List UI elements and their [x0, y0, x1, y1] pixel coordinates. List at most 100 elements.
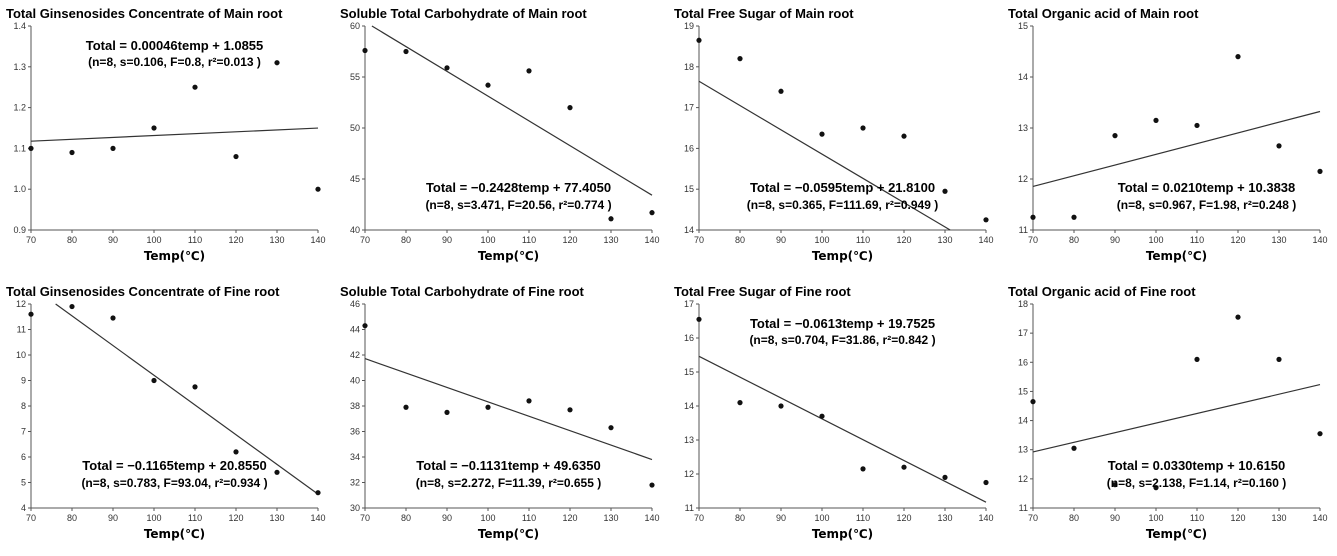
y-tick-label: 14 — [1018, 416, 1028, 426]
data-point — [1235, 54, 1241, 60]
y-tick-label: 9 — [21, 376, 26, 386]
y-tick-label: 12 — [1018, 474, 1028, 484]
x-tick-label: 130 — [937, 513, 952, 523]
regression-line — [30, 127, 319, 142]
y-tick-label: 18 — [1018, 299, 1028, 309]
x-tick-label: 80 — [1069, 235, 1079, 245]
data-point — [696, 316, 702, 322]
regression-stats: (n=8, s=2.138, F=1.14, r²=0.160 ) — [1107, 476, 1286, 490]
x-tick-label: 80 — [401, 513, 411, 523]
x-tick-label: 130 — [937, 235, 952, 245]
x-tick-label: 140 — [310, 513, 325, 523]
x-axis-label: Temp(℃) — [1146, 527, 1207, 541]
x-tick-label: 80 — [67, 513, 77, 523]
data-point — [444, 65, 450, 71]
data-point — [1276, 356, 1282, 362]
data-point — [274, 469, 280, 475]
x-tick-label: 70 — [694, 513, 704, 523]
y-tick-label: 18 — [684, 62, 694, 72]
x-tick-label: 120 — [562, 513, 577, 523]
data-point — [192, 384, 198, 390]
x-tick-label: 70 — [694, 235, 704, 245]
x-tick-label: 100 — [814, 513, 829, 523]
y-tick-label: 16 — [684, 143, 694, 153]
y-tick-label: 17 — [1018, 328, 1028, 338]
regression-line — [371, 25, 653, 196]
x-tick-label: 140 — [644, 513, 659, 523]
chart-panel: Total Organic acid of Fine root 11 12 13 14 1… — [1002, 278, 1336, 556]
data-point — [28, 145, 34, 151]
y-tick-label: 1.1 — [13, 143, 26, 153]
x-tick-label: 120 — [228, 235, 243, 245]
x-tick-label: 130 — [1271, 235, 1286, 245]
data-point — [403, 48, 409, 55]
chart-title: Soluble Total Carbohydrate of Fine root — [340, 284, 585, 299]
y-tick-label: 12 — [684, 469, 694, 479]
x-tick-label: 140 — [1312, 235, 1327, 245]
data-point — [942, 474, 948, 480]
x-tick-label: 120 — [1230, 235, 1245, 245]
y-tick-label: 44 — [350, 325, 360, 335]
data-point — [901, 464, 907, 470]
y-tick-label: 11 — [1019, 225, 1028, 235]
data-point — [1153, 117, 1159, 123]
data-point — [696, 37, 702, 43]
regression-equation: Total = 0.00046temp + 1.0855 — [86, 38, 264, 53]
chart-svg: Soluble Total Carbohydrate of Fine root 3… — [340, 284, 660, 541]
x-tick-label: 90 — [108, 513, 118, 523]
data-point — [860, 125, 866, 131]
chart-title: Total Organic acid of Main root — [1008, 6, 1199, 21]
x-tick-label: 100 — [1148, 513, 1163, 523]
y-tick-label: 34 — [350, 452, 360, 462]
y-tick-label: 17 — [684, 103, 694, 113]
y-tick-label: 8 — [21, 401, 26, 411]
data-point — [151, 125, 157, 131]
regression-stats: (n=8, s=0.967, F=1.98, r²=0.248 ) — [1117, 198, 1296, 212]
x-tick-label: 110 — [1190, 235, 1204, 245]
y-tick-label: 1.2 — [13, 103, 26, 113]
regression-line — [698, 80, 951, 231]
y-tick-label: 13 — [1018, 445, 1028, 455]
x-axis-label: Temp(℃) — [144, 249, 205, 263]
x-tick-label: 100 — [146, 235, 161, 245]
y-tick-label: 1.4 — [13, 21, 26, 31]
data-point — [737, 56, 743, 62]
y-tick-label: 36 — [350, 427, 360, 437]
x-tick-label: 140 — [1312, 513, 1327, 523]
data-point — [362, 323, 368, 329]
regression-line — [1032, 110, 1321, 188]
y-tick-label: 15 — [1018, 386, 1028, 396]
data-point — [819, 131, 825, 137]
x-tick-label: 110 — [522, 513, 536, 523]
x-tick-label: 140 — [978, 513, 993, 523]
y-tick-label: 32 — [350, 478, 360, 488]
x-tick-label: 90 — [442, 513, 452, 523]
x-tick-label: 120 — [228, 513, 243, 523]
regression-equation: Total = −0.1131temp + 49.6350 — [416, 458, 600, 473]
chart-panel: Total Free Sugar of Fine root 11 12 13 14 15 1… — [668, 278, 1002, 556]
y-tick-label: 15 — [684, 367, 694, 377]
regression-equation: Total = −0.0613temp + 19.7525 — [750, 316, 935, 331]
data-point — [608, 425, 614, 431]
chart-svg: Total Organic acid of Fine root 11 12 13 14 1… — [1008, 284, 1328, 541]
chart-panel: Soluble Total Carbohydrate of Fine root 3… — [334, 278, 668, 556]
y-tick-label: 60 — [350, 21, 360, 31]
y-tick-label: 14 — [684, 401, 694, 411]
y-tick-label: 11 — [17, 325, 26, 335]
y-tick-label: 19 — [684, 21, 694, 31]
data-point — [778, 403, 784, 409]
regression-equation: Total = 0.0210temp + 10.3838 — [1118, 180, 1296, 195]
x-axis-label: Temp(℃) — [1146, 249, 1207, 263]
data-point — [1235, 314, 1241, 320]
x-tick-label: 140 — [978, 235, 993, 245]
regression-line — [1032, 383, 1321, 453]
x-tick-label: 70 — [1028, 235, 1038, 245]
y-tick-label: 17 — [684, 299, 694, 309]
y-tick-label: 10 — [16, 350, 26, 360]
y-tick-label: 30 — [350, 503, 360, 513]
x-tick-label: 140 — [644, 235, 659, 245]
x-tick-label: 130 — [269, 235, 284, 245]
x-tick-label: 90 — [776, 513, 786, 523]
x-tick-label: 120 — [1230, 513, 1245, 523]
chart-title: Total Ginsenosides Concentrate of Fine r… — [6, 284, 280, 299]
